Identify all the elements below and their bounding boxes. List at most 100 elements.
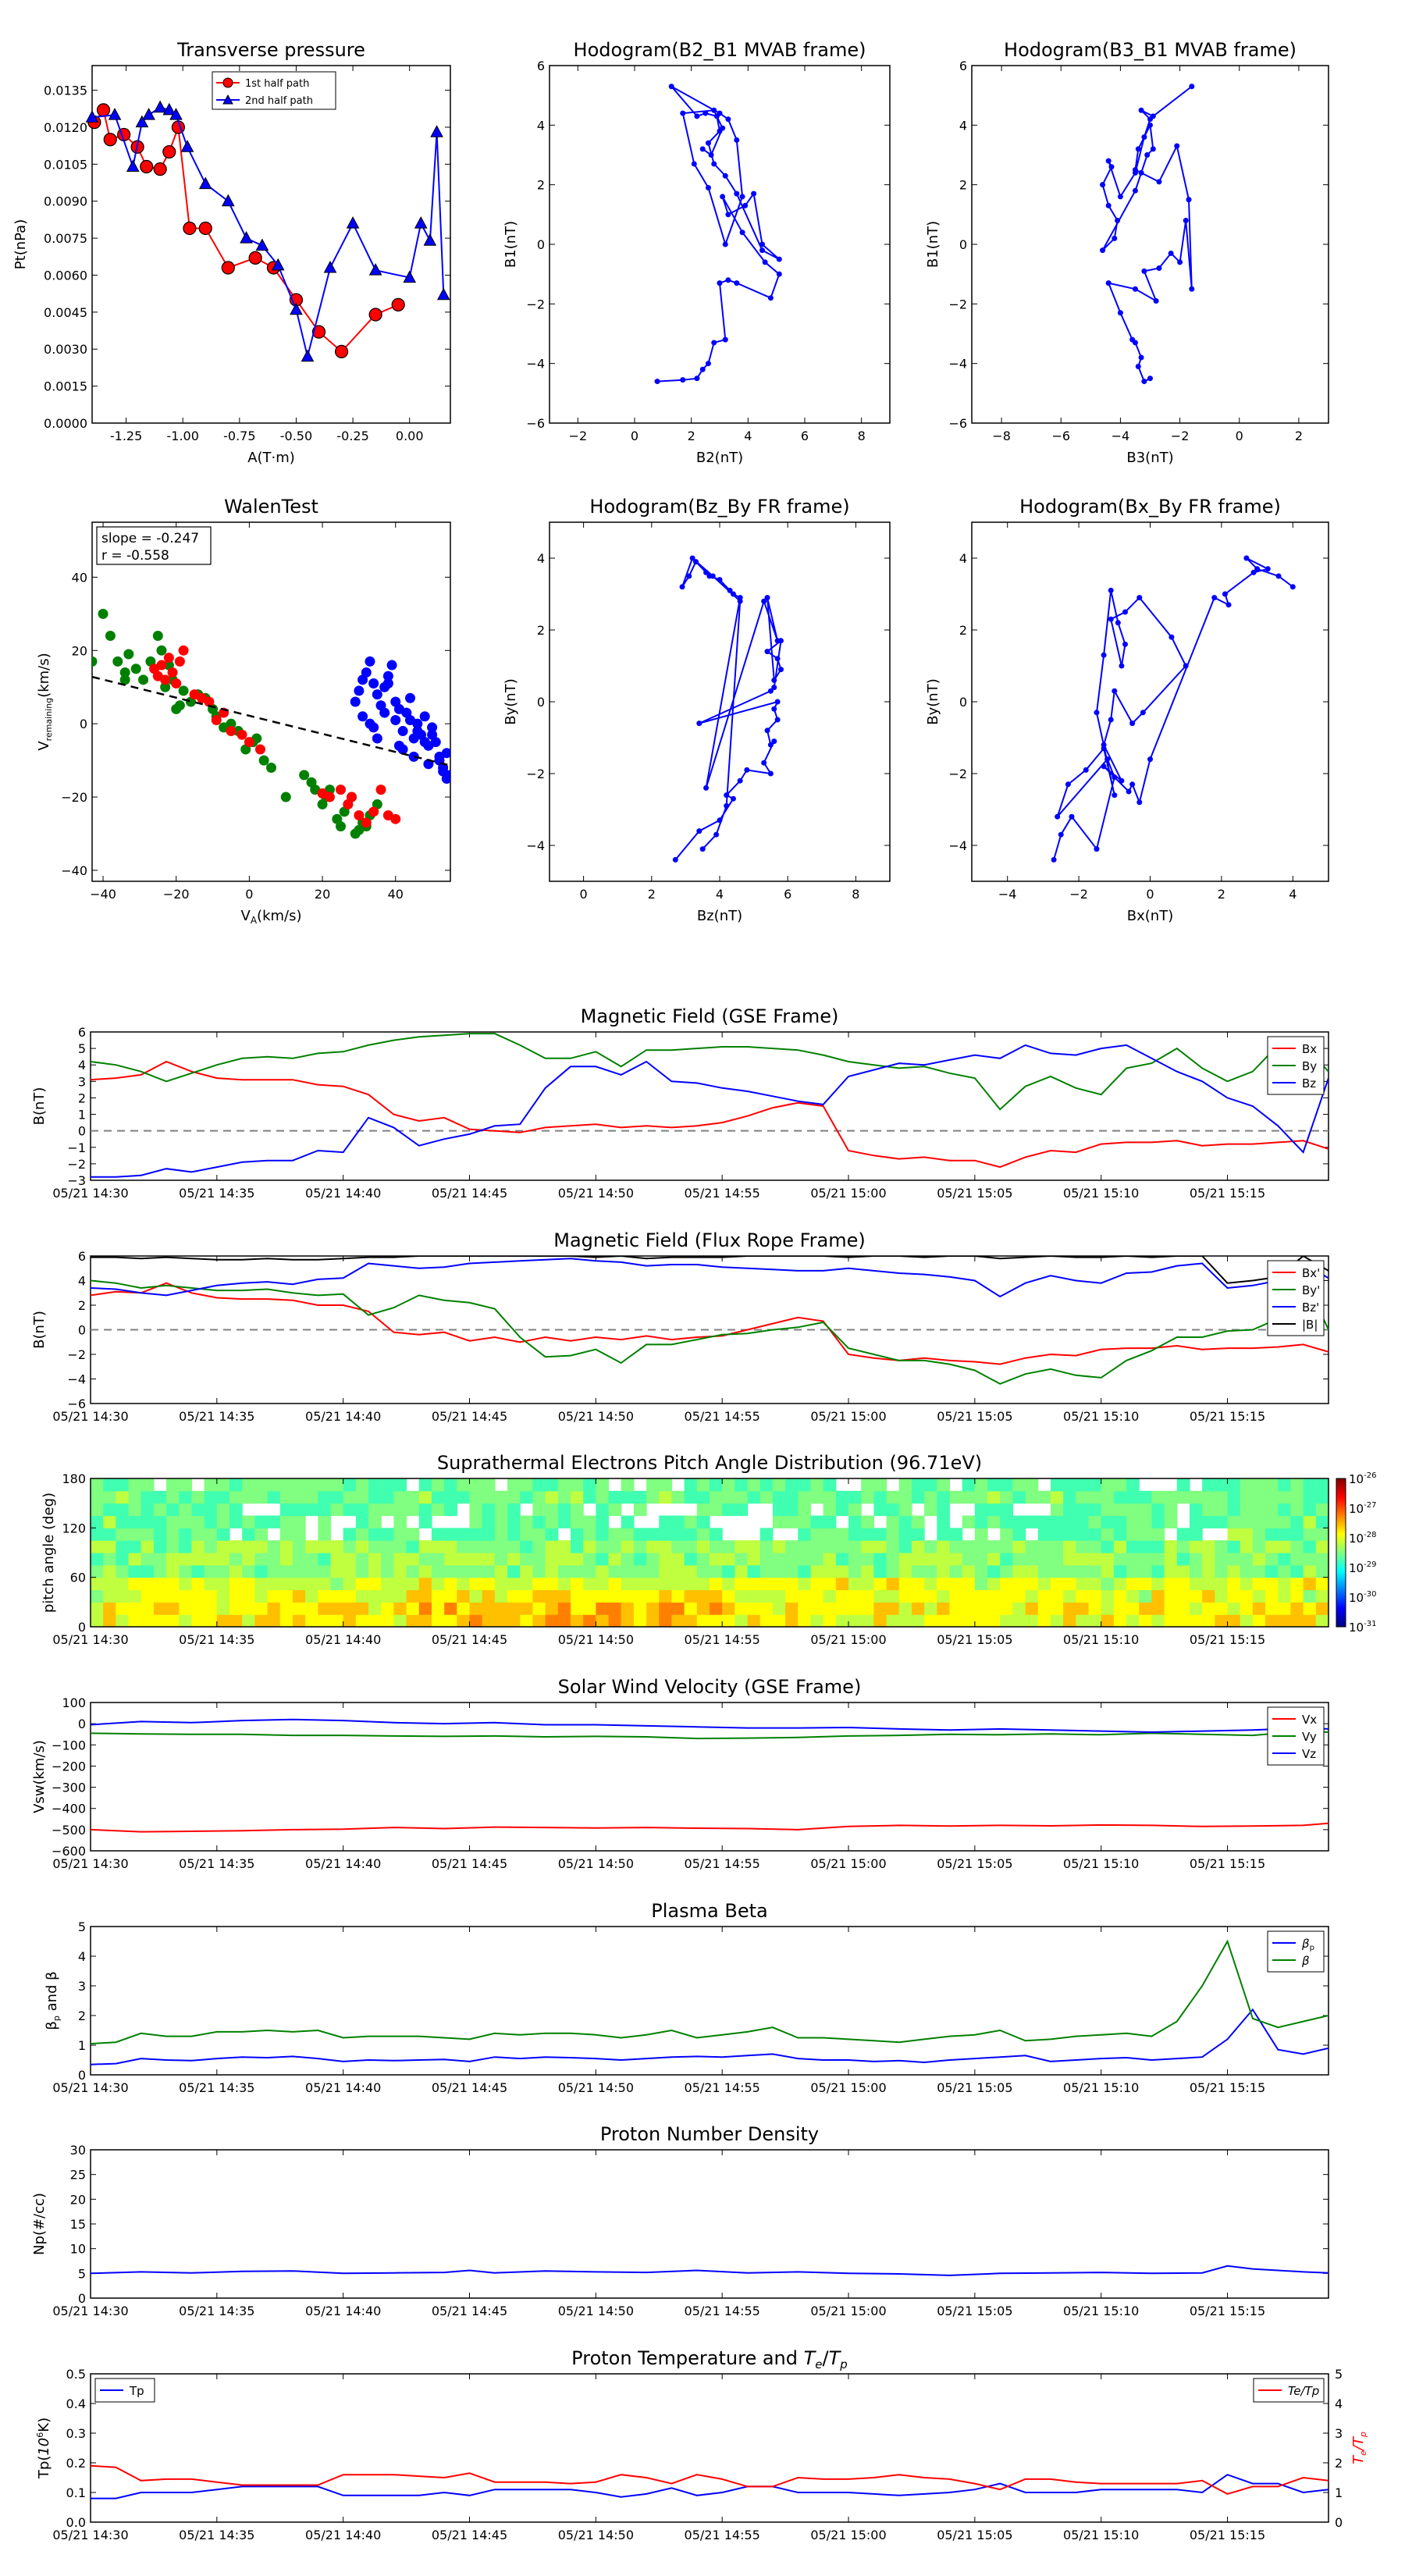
pad-heatmap-cell (671, 1602, 685, 1615)
hzy-series-0-point (717, 577, 723, 583)
tp-xtick-label: -0.25 (336, 429, 368, 443)
pad-heatmap-cell (608, 1589, 622, 1603)
h21-series-0-point (725, 116, 731, 123)
beta-xtick-label: 05/21 14:35 (179, 2080, 254, 2095)
vsw-ytick-label: 100 (62, 1695, 86, 1710)
pad-heatmap-cell (1252, 1503, 1266, 1517)
pad-heatmap-cell (305, 1564, 318, 1578)
pad-heatmap-cell (229, 1564, 243, 1578)
pad-heatmap-cell (873, 1602, 887, 1615)
pad-heatmap-cell (974, 1515, 988, 1528)
pad-heatmap-cell (469, 1577, 483, 1591)
h21-series-0-point (711, 161, 717, 167)
walen-series-1-point (174, 656, 185, 667)
pad-heatmap-cell (1290, 1589, 1304, 1603)
pad-heatmap-cell (785, 1553, 799, 1566)
pad-heatmap-cell (355, 1553, 369, 1566)
pad-heatmap-cell (406, 1602, 420, 1615)
pad-heatmap-cell (621, 1540, 635, 1553)
pad-heatmap-cell (974, 1614, 988, 1627)
pad-heatmap-cell (318, 1515, 332, 1528)
pad-heatmap-cell (735, 1490, 749, 1504)
pad-ylabel: pitch angle (deg) (41, 1493, 57, 1613)
pad-heatmap-cell (204, 1515, 218, 1528)
hzy-ytick-label: 2 (537, 623, 545, 638)
pad-heatmap-cell (140, 1614, 155, 1627)
pad-heatmap-cell (596, 1553, 610, 1566)
hxy-xlabel: Bx(nT) (1127, 908, 1173, 924)
pad-heatmap-cell (671, 1614, 685, 1627)
pad-heatmap-cell (343, 1528, 357, 1541)
pad-heatmap-cell (444, 1490, 457, 1504)
pad-heatmap-cell (1227, 1490, 1241, 1504)
bgse-legend-label: By (1302, 1059, 1317, 1073)
pad-heatmap-cell (545, 1490, 559, 1504)
pad-heatmap-cell (937, 1564, 951, 1578)
pad-heatmap-cell (381, 1540, 394, 1553)
pad-heatmap-cell (1290, 1577, 1304, 1591)
pad-heatmap-cell (545, 1589, 559, 1603)
pad-heatmap-cell (355, 1614, 369, 1627)
pad-heatmap-cell (507, 1602, 521, 1615)
tp-series-1-point (271, 258, 285, 271)
pad-heatmap-cell (974, 1602, 988, 1615)
tp2-title-part: T (804, 2347, 817, 2369)
h21-series-0-point (759, 241, 765, 247)
hzy-series-0-point (717, 817, 723, 824)
pad-heatmap-cell (1189, 1515, 1203, 1528)
pad-heatmap-cell (393, 1577, 407, 1591)
tp2-ytick-right-label: 4 (1335, 2396, 1343, 2411)
pad-heatmap-cell (91, 1614, 104, 1627)
pad-heatmap-cell (772, 1602, 786, 1615)
pad-heatmap-cell (279, 1577, 293, 1591)
hxy-ytick-label: −4 (948, 838, 967, 853)
pad-heatmap-cell (962, 1602, 976, 1615)
pad-heatmap-cell (759, 1602, 774, 1615)
bfr-series-3-line (91, 1256, 1329, 1284)
walen-xtick-label: 0 (245, 887, 253, 902)
bgse-xtick-label: 05/21 14:55 (685, 1186, 760, 1201)
tp2-xtick-label: 05/21 14:45 (432, 2528, 507, 2542)
pad-heatmap-cell (140, 1553, 155, 1566)
pad-heatmap-cell (1012, 1564, 1026, 1578)
tp-series-1-point (153, 100, 167, 113)
pad-heatmap-cell (684, 1577, 698, 1591)
pad-heatmap-cell (166, 1614, 180, 1627)
hxy-series-0-point (1136, 595, 1143, 601)
tp2-xtick-label: 05/21 14:35 (179, 2528, 254, 2542)
pad-heatmap-cell (886, 1503, 900, 1517)
pad-heatmap-cell (406, 1503, 420, 1517)
pad-heatmap-cell (1215, 1478, 1229, 1492)
pad-heatmap-cell (1139, 1490, 1153, 1504)
np-xtick-label: 05/21 15:05 (937, 2304, 1012, 2318)
pad-heatmap-cell (507, 1478, 521, 1492)
pad-heatmap-cell (1076, 1540, 1090, 1553)
h31-series-0-point (1150, 113, 1156, 119)
pad-heatmap-cell (1252, 1577, 1266, 1591)
pad-heatmap-cell (835, 1528, 849, 1541)
tp2-legend-label-text: Tp (129, 2384, 144, 2398)
pad-heatmap-cell (1101, 1553, 1115, 1566)
h21-series-0-point (711, 340, 717, 346)
pad-heatmap-cell (140, 1577, 155, 1591)
pad-heatmap-cell (848, 1602, 862, 1615)
pad-heatmap-cell (747, 1577, 761, 1591)
walen-xtick-label: −40 (90, 887, 116, 902)
pad-heatmap-cell (431, 1614, 445, 1627)
bgse-legend-label-text: By (1302, 1059, 1317, 1073)
walen-series-1-point (244, 737, 254, 748)
pad-heatmap-cell (406, 1589, 420, 1603)
hxy-series-0-point (1275, 573, 1282, 579)
pad-heatmap-cell (116, 1478, 130, 1492)
walen-series-2-point (357, 711, 368, 722)
walen-series-2-point (412, 726, 423, 737)
vsw-ytick-label: −500 (52, 1823, 86, 1838)
beta-xtick-label: 05/21 15:10 (1063, 2080, 1139, 2095)
tp2-legend-label-text: Te/Tp (1288, 2384, 1319, 2398)
pad-heatmap-cell (1126, 1602, 1140, 1615)
bfr-xtick-label: 05/21 15:15 (1190, 1409, 1265, 1424)
pad-heatmap-cell (457, 1614, 471, 1627)
pad-heatmap-cell (545, 1553, 559, 1566)
tp2-ylabel-right-part: /T (1350, 2435, 1367, 2452)
h31-ylabel: B1(nT) (925, 221, 941, 268)
